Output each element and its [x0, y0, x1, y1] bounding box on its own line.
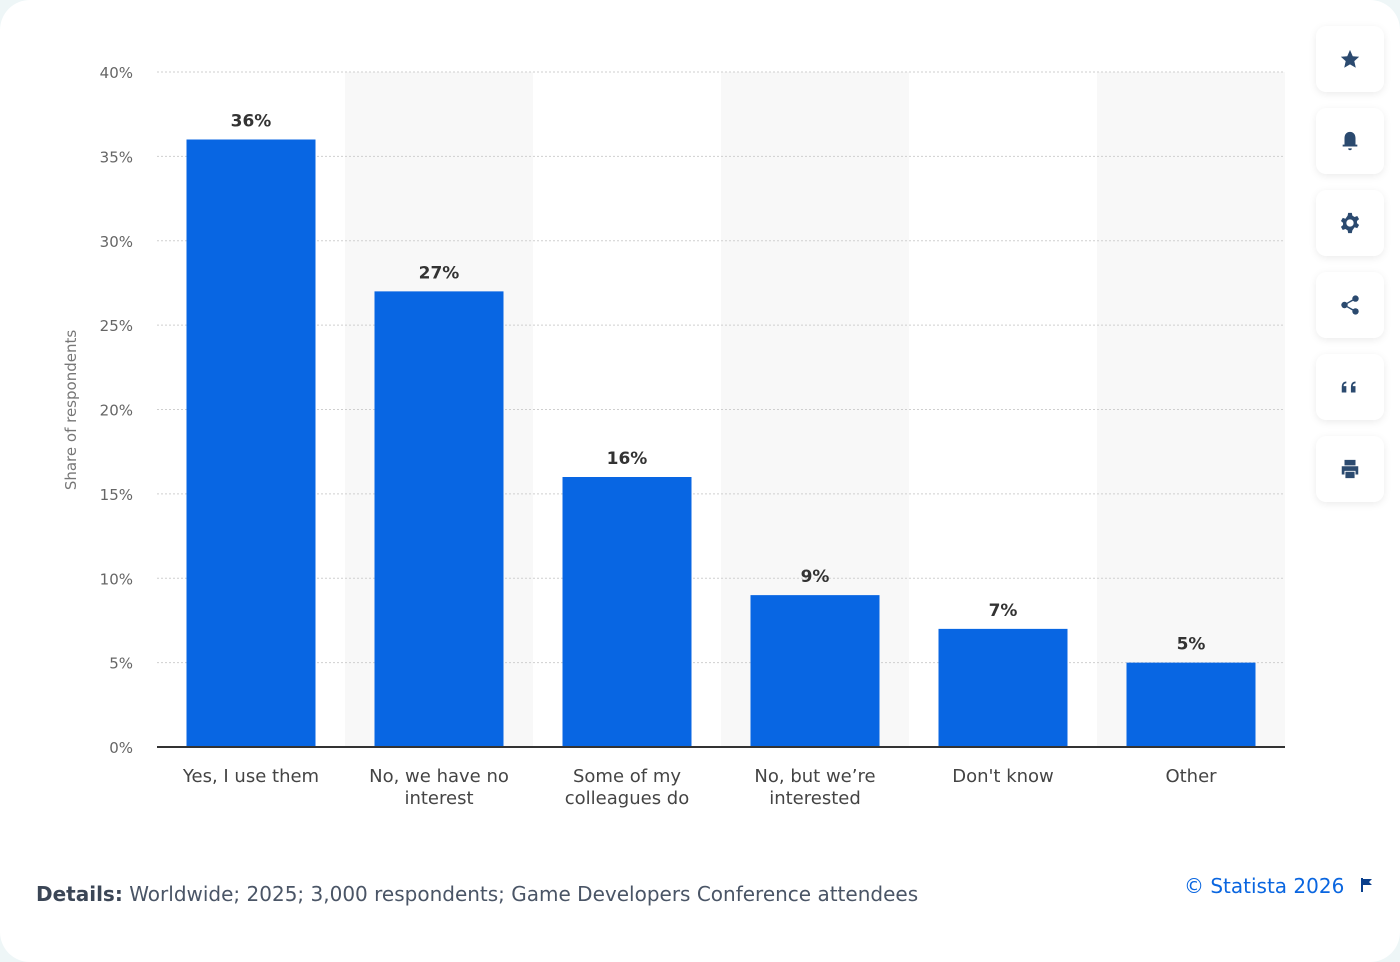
bar [562, 477, 692, 747]
x-tick-label: Don't know [952, 766, 1054, 787]
bar [938, 628, 1068, 747]
x-tick-label: interested [769, 788, 861, 809]
data-label: 5% [1177, 635, 1206, 655]
favorite-button[interactable] [1316, 26, 1384, 92]
quote-icon [1341, 381, 1356, 393]
y-axis-label: Share of respondents [62, 329, 80, 491]
notification-button[interactable] [1316, 108, 1384, 174]
x-tick-label: No, we have no [369, 766, 509, 787]
flag-icon [1360, 878, 1372, 892]
y-tick-label: 10% [100, 570, 133, 588]
data-label: 16% [607, 449, 648, 469]
details-text: Details: Worldwide; 2025; 3,000 responde… [36, 882, 918, 906]
data-label: 27% [419, 263, 460, 283]
details-label: Details: [36, 882, 123, 906]
y-tick-label: 40% [100, 64, 133, 82]
x-tick-label: interest [404, 788, 473, 809]
print-icon [1341, 459, 1359, 479]
bar [1126, 662, 1256, 747]
copyright-text: © Statista 2026 [1184, 874, 1345, 898]
y-tick-label: 15% [100, 486, 133, 504]
x-tick-label: Yes, I use them [182, 766, 319, 787]
y-tick-label: 5% [109, 655, 133, 673]
gear-icon [1340, 212, 1360, 234]
y-tick-label: 30% [100, 233, 133, 251]
y-tick-label: 0% [109, 739, 133, 757]
data-label: 36% [231, 112, 272, 132]
x-tick-label: No, but we’re [754, 766, 875, 787]
x-tick-label: Some of my [573, 766, 681, 787]
share-icon [1341, 295, 1359, 315]
y-tick-label: 25% [100, 317, 133, 335]
statista-copyright-link[interactable]: © Statista 2026 [1184, 874, 1373, 898]
y-tick-label: 20% [100, 402, 133, 420]
print-button[interactable] [1316, 436, 1384, 502]
x-tick-label: Other [1165, 766, 1217, 787]
bar [186, 139, 316, 747]
x-tick-label: colleagues do [565, 788, 689, 809]
settings-button[interactable] [1316, 190, 1384, 256]
star-icon [1340, 49, 1360, 68]
data-label: 9% [801, 567, 830, 587]
bell-icon [1342, 131, 1358, 151]
bar-chart: 0% 5% 10% 15% 20% 25% 30% 35% 40% 36% Yes, I use t… [100, 64, 1285, 809]
y-tick-label: 35% [100, 148, 133, 166]
bar [750, 595, 880, 747]
share-button[interactable] [1316, 272, 1384, 338]
cite-button[interactable] [1316, 354, 1384, 420]
details-value: Worldwide; 2025; 3,000 respondents; Game… [122, 882, 919, 906]
data-label: 7% [989, 601, 1018, 621]
bar [374, 291, 504, 747]
